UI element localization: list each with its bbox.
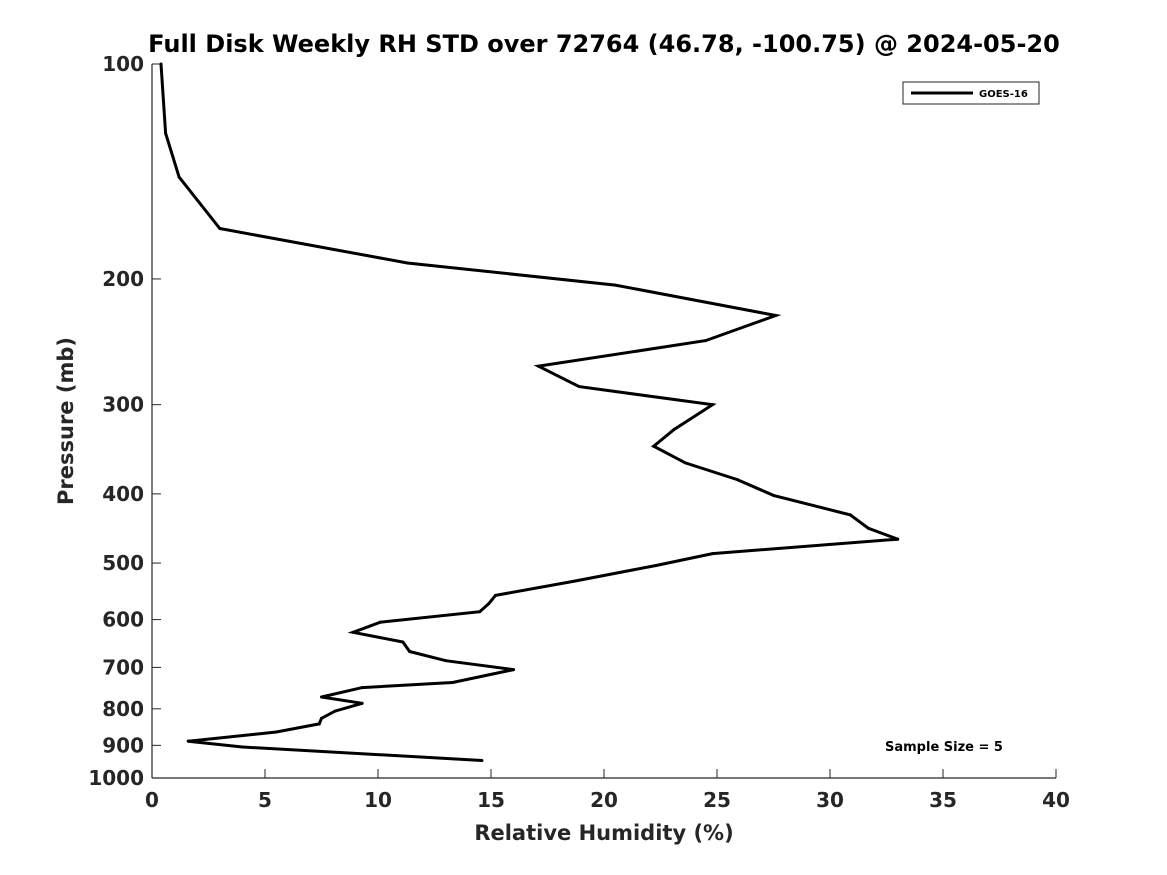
data-point <box>378 620 382 624</box>
y-tick-label: 800 <box>102 697 144 721</box>
y-tick-label: 900 <box>102 733 144 757</box>
data-point <box>317 722 321 726</box>
data-point <box>494 593 498 597</box>
series-group <box>159 62 900 762</box>
data-point <box>573 579 577 583</box>
data-point <box>405 261 409 265</box>
x-tick-label: 10 <box>364 788 392 812</box>
data-point <box>652 444 656 448</box>
data-point <box>536 364 540 368</box>
data-point <box>866 526 870 530</box>
y-tick-label: 500 <box>102 551 144 575</box>
data-point <box>577 385 581 389</box>
y-axis-label: Pressure (mb) <box>54 337 78 505</box>
data-point <box>512 668 516 672</box>
data-point <box>444 659 448 663</box>
data-point <box>360 701 364 705</box>
data-point <box>704 339 708 343</box>
data-point <box>480 758 484 762</box>
data-point <box>896 537 900 541</box>
data-point <box>710 552 714 556</box>
x-tick-label: 15 <box>477 788 505 812</box>
tick-group: 0 5 10 15 20 25 30 35 40 100 200 300 400 500 600 700 800… <box>88 52 1070 812</box>
data-point <box>774 313 778 317</box>
x-tick-label: 5 <box>258 788 272 812</box>
x-tick-label: 30 <box>816 788 844 812</box>
data-point <box>186 739 190 743</box>
data-point <box>451 681 455 685</box>
data-point <box>218 227 222 231</box>
data-point <box>159 62 163 66</box>
data-point <box>487 602 491 606</box>
data-point <box>274 730 278 734</box>
y-tick-label: 300 <box>102 393 144 417</box>
y-tick-label: 100 <box>102 52 144 76</box>
y-tick-label: 700 <box>102 655 144 679</box>
data-point <box>240 745 244 749</box>
data-point <box>164 131 168 135</box>
x-tick-label: 35 <box>929 788 957 812</box>
data-point <box>333 709 337 713</box>
x-tick-label: 40 <box>1042 788 1070 812</box>
data-point <box>848 513 852 517</box>
x-tick-label: 25 <box>703 788 731 812</box>
x-axis-label: Relative Humidity (%) <box>474 821 733 845</box>
x-tick-label: 0 <box>145 788 159 812</box>
data-point <box>672 427 676 431</box>
sample-size-annotation: Sample Size = 5 <box>885 740 1003 755</box>
series-line <box>159 63 899 762</box>
data-point <box>408 649 412 653</box>
data-point <box>710 403 714 407</box>
data-point <box>351 630 355 634</box>
data-point <box>683 461 687 465</box>
y-tick-label: 400 <box>102 482 144 506</box>
y-tick-label: 600 <box>102 608 144 632</box>
data-point <box>772 493 775 497</box>
y-tick-label: 1000 <box>88 766 144 790</box>
legend: GOES-16 <box>902 81 1040 105</box>
data-point <box>401 640 405 644</box>
legend-entry: GOES-16 <box>979 89 1028 100</box>
data-point <box>320 716 323 720</box>
x-tick-label: 20 <box>590 788 618 812</box>
data-point <box>320 695 323 699</box>
data-point <box>478 610 482 614</box>
data-point <box>613 283 617 287</box>
y-tick-label: 200 <box>102 267 144 291</box>
data-point <box>735 478 739 482</box>
chart-title: Full Disk Weekly RH STD over 72764 (46.7… <box>148 30 1060 58</box>
data-point <box>177 175 181 179</box>
data-point <box>360 686 364 690</box>
data-point <box>654 564 658 568</box>
